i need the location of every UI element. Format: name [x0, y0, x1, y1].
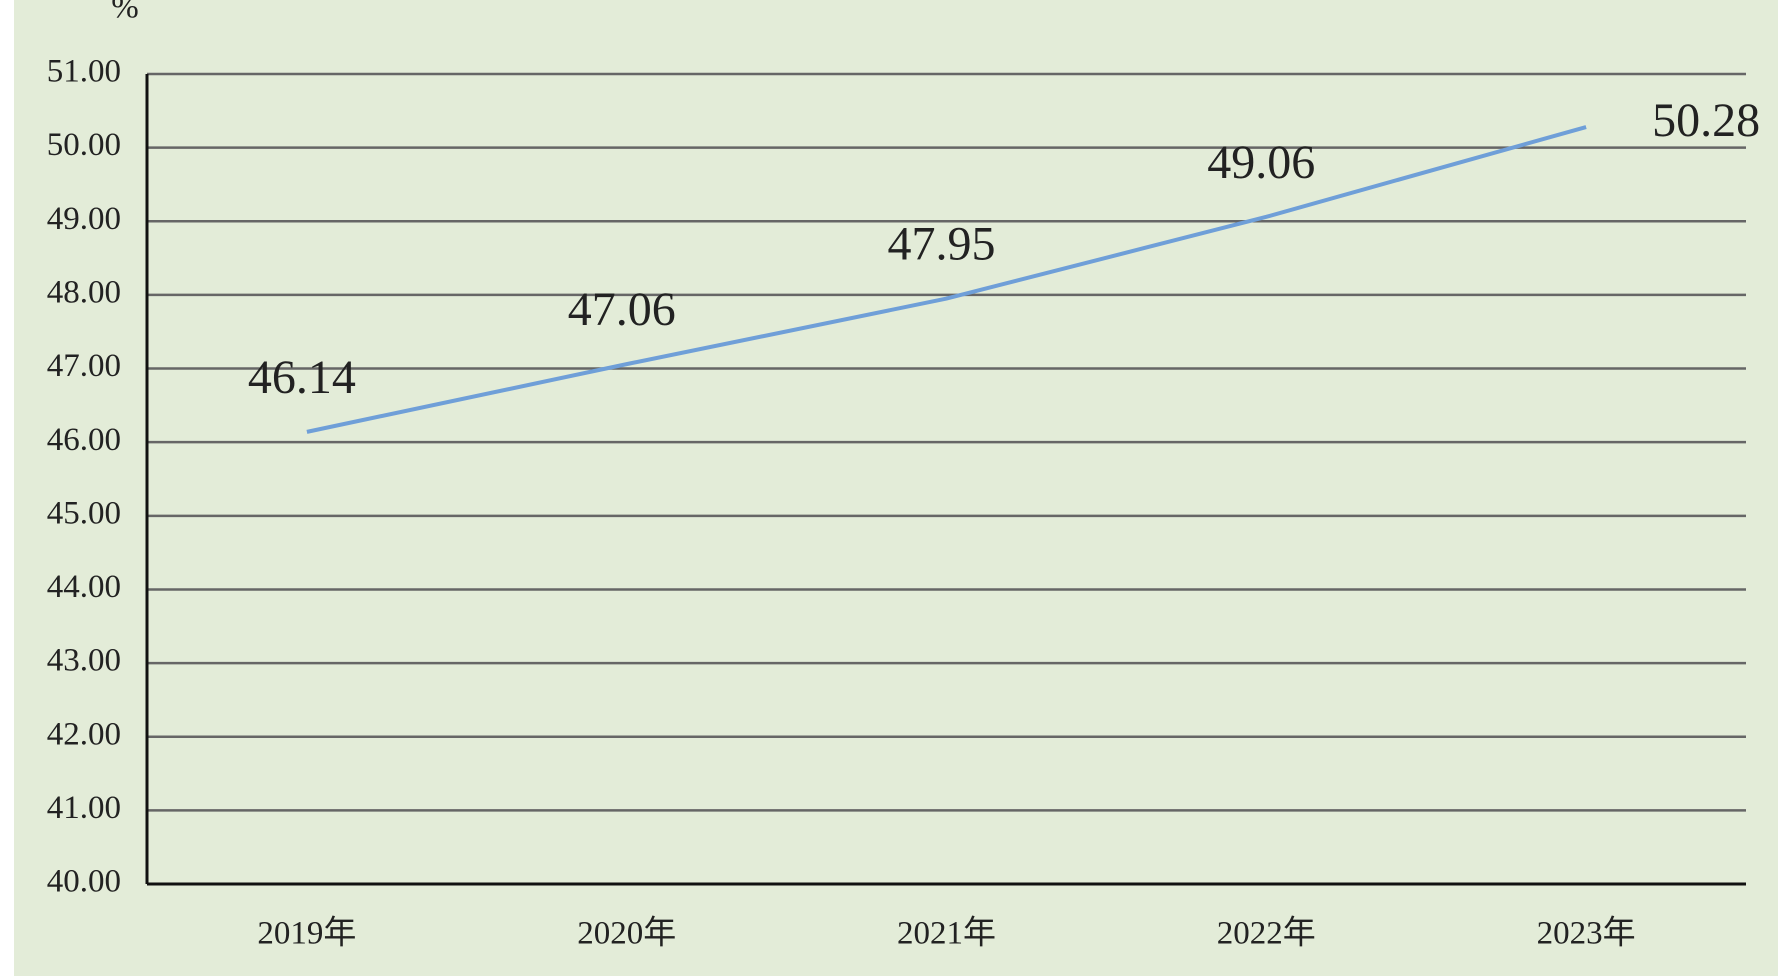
x-tick-label: 2020年	[577, 915, 676, 952]
y-tick-label: 47.00	[47, 348, 121, 384]
x-tick-label: 2022年	[1217, 915, 1316, 952]
data-label: 49.06	[1207, 136, 1315, 189]
y-tick-label: 46.00	[47, 422, 121, 458]
y-tick-label: 48.00	[47, 274, 121, 310]
x-tick-label: 2019年	[257, 915, 356, 952]
data-label: 47.95	[888, 218, 996, 271]
data-line	[306, 125, 1587, 434]
data-label: 50.28	[1652, 94, 1760, 147]
x-tick-label: 2023年	[1537, 915, 1636, 952]
y-tick-label: 42.00	[47, 716, 121, 752]
chart-background	[14, 0, 1778, 976]
y-tick-label: 44.00	[47, 569, 121, 605]
y-tick-label: 43.00	[47, 643, 121, 679]
y-tick-label: 51.00	[47, 54, 121, 90]
data-label: 47.06	[568, 283, 676, 336]
y-tick-label: 41.00	[47, 790, 121, 826]
y-axis-label: %	[111, 0, 139, 26]
y-tick-label: 49.00	[47, 201, 121, 237]
data-label: 46.14	[248, 351, 356, 404]
y-tick-label: 50.00	[47, 127, 121, 163]
y-tick-label: 45.00	[47, 495, 121, 531]
x-tick-label: 2021年	[897, 915, 996, 952]
y-tick-label: 40.00	[47, 864, 121, 900]
